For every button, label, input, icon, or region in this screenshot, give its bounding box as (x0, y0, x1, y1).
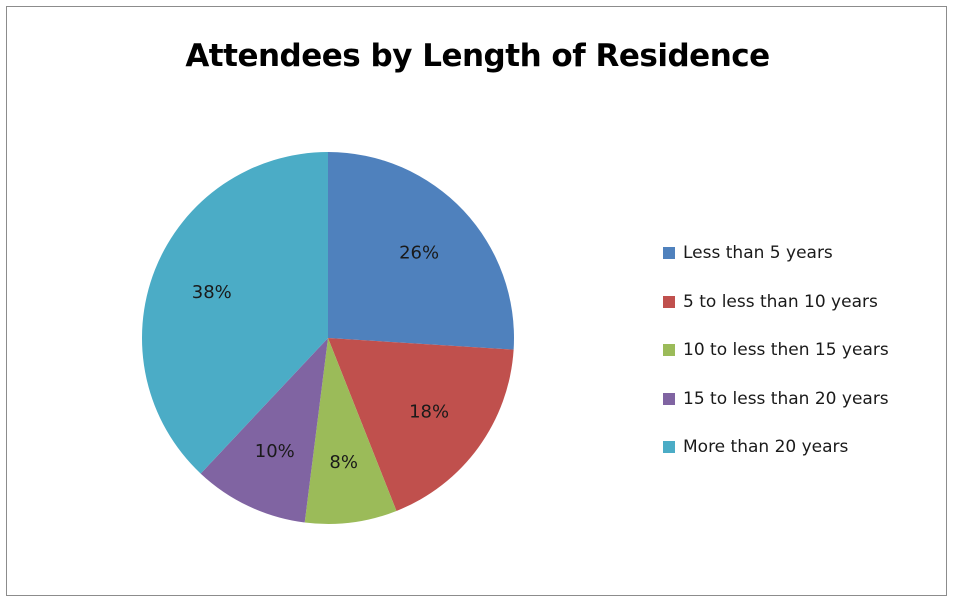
pie-slice (328, 338, 514, 511)
legend-label: Less than 5 years (683, 243, 833, 264)
pie-labels: 26% 18% 8% 10% 38% (192, 242, 449, 473)
pie-slice (141, 151, 328, 474)
slice-value-label: 10% (255, 441, 295, 462)
pie-slice (200, 338, 328, 523)
legend-swatch (663, 441, 675, 454)
legend-label: 15 to less than 20 years (683, 388, 889, 409)
legend-swatch (663, 392, 675, 405)
legend-item: 5 to less than 10 years (663, 278, 889, 327)
slice-value-label: 38% (192, 282, 232, 303)
slice-value-label: 8% (329, 452, 358, 473)
legend-swatch (663, 247, 675, 260)
legend-label: 5 to less than 10 years (683, 291, 878, 312)
legend-label: 10 to less then 15 years (683, 340, 889, 361)
legend-swatch (663, 344, 675, 357)
pie-slices (141, 151, 514, 524)
slice-value-label: 26% (399, 242, 439, 263)
legend-item: Less than 5 years (663, 229, 889, 278)
chart-legend: Less than 5 years 5 to less than 10 years… (663, 229, 889, 472)
legend-item: 15 to less than 20 years (663, 375, 889, 424)
legend-item: 10 to less then 15 years (663, 326, 889, 375)
pie-slice (304, 338, 397, 524)
legend-swatch (663, 295, 675, 308)
pie-chart: 26% 18% 8% 10% 38% (141, 151, 514, 524)
chart-title: Attendees by Length of Residence (185, 38, 770, 74)
pie-slice (328, 152, 514, 350)
slice-value-label: 18% (409, 402, 449, 423)
legend-label: More than 20 years (683, 437, 849, 458)
legend-item: More than 20 years (663, 423, 889, 472)
